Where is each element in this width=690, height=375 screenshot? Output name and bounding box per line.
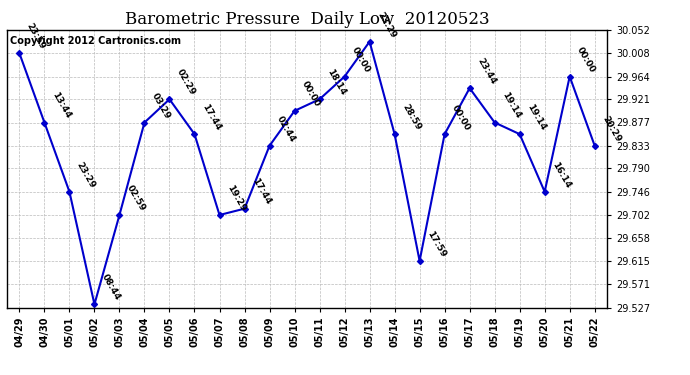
Text: 19:14: 19:14 bbox=[500, 91, 522, 120]
Text: 03:29: 03:29 bbox=[150, 91, 172, 120]
Text: 19:14: 19:14 bbox=[525, 102, 547, 132]
Text: 00:00: 00:00 bbox=[350, 45, 372, 74]
Text: 18:14: 18:14 bbox=[325, 68, 347, 97]
Text: 23:29: 23:29 bbox=[75, 160, 97, 190]
Text: 20:29: 20:29 bbox=[600, 114, 622, 144]
Text: 02:29: 02:29 bbox=[175, 68, 197, 97]
Text: 00:00: 00:00 bbox=[300, 80, 322, 109]
Text: 19:29: 19:29 bbox=[225, 183, 247, 213]
Title: Barometric Pressure  Daily Low  20120523: Barometric Pressure Daily Low 20120523 bbox=[125, 12, 489, 28]
Text: 17:59: 17:59 bbox=[425, 230, 447, 259]
Text: 23:44: 23:44 bbox=[475, 57, 497, 86]
Text: 02:44: 02:44 bbox=[275, 114, 297, 144]
Text: 02:59: 02:59 bbox=[125, 183, 147, 213]
Text: 13:44: 13:44 bbox=[50, 91, 72, 120]
Text: 23:29: 23:29 bbox=[375, 10, 397, 39]
Text: 17:44: 17:44 bbox=[200, 102, 222, 132]
Text: 08:44: 08:44 bbox=[100, 273, 122, 302]
Text: 28:59: 28:59 bbox=[400, 103, 422, 132]
Text: 23:59: 23:59 bbox=[25, 22, 47, 51]
Text: 00:00: 00:00 bbox=[450, 103, 472, 132]
Text: 16:14: 16:14 bbox=[550, 160, 573, 190]
Text: 17:44: 17:44 bbox=[250, 177, 273, 207]
Text: Copyright 2012 Cartronics.com: Copyright 2012 Cartronics.com bbox=[10, 36, 181, 45]
Text: 00:00: 00:00 bbox=[575, 45, 597, 74]
